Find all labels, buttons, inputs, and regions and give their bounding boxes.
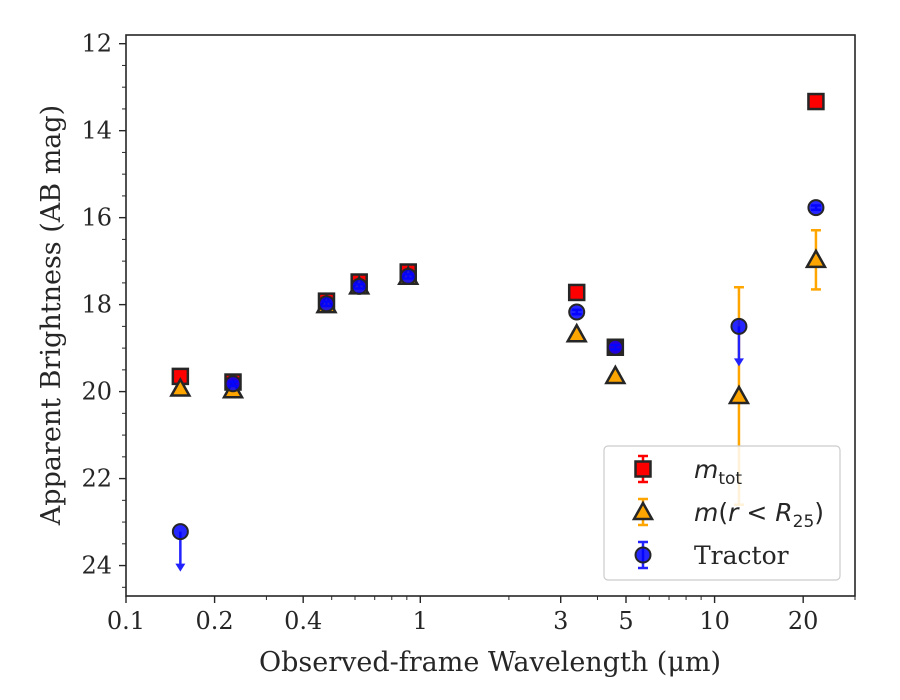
x-axis-label: Observed-frame Wavelength (μm) — [259, 647, 721, 678]
y-tick-label: 16 — [81, 204, 112, 232]
x-tick-label: 10 — [699, 607, 730, 635]
y-tick-label: 22 — [81, 465, 112, 493]
data-point — [606, 338, 624, 356]
data-point — [171, 523, 189, 541]
data-point — [804, 248, 828, 269]
x-tick-label: 3 — [553, 607, 568, 635]
legend-marker — [634, 546, 652, 564]
plot-area — [169, 92, 828, 572]
legend-text-sub: 25 — [793, 512, 815, 532]
data-point — [169, 377, 192, 397]
legend-text-op: < — [738, 498, 775, 527]
legend-label: Tractor — [694, 541, 789, 570]
data-point — [604, 364, 627, 385]
y-tick-label: 14 — [81, 117, 112, 145]
plot-frame — [125, 34, 856, 597]
upper-limit-arrowhead — [175, 563, 186, 572]
legend-label: mtot — [694, 455, 742, 489]
y-tick-label: 24 — [81, 552, 112, 580]
data-point — [399, 267, 417, 285]
data-point — [568, 303, 586, 321]
legend-text-italic: m — [694, 498, 718, 527]
legend-text-paren: ( — [718, 498, 728, 527]
legend-text-italic: R — [775, 498, 792, 527]
y-tick-label: 20 — [81, 378, 112, 406]
x-tick-label: 0.4 — [284, 607, 322, 635]
data-point — [565, 322, 588, 343]
data-point — [727, 384, 751, 405]
legend-marker — [631, 500, 655, 521]
legend-box — [603, 445, 841, 581]
legend-text-italic: m — [694, 455, 718, 484]
data-point — [317, 295, 335, 313]
legend-text: Tractor — [694, 541, 789, 570]
x-tick-label: 0.2 — [196, 607, 234, 635]
data-point — [807, 92, 825, 111]
legend-label: m(r < R25) — [694, 498, 824, 532]
upper-limit-arrowhead — [733, 358, 744, 367]
y-tick-label: 18 — [81, 291, 112, 319]
x-tick-label: 1 — [413, 607, 428, 635]
legend-text-paren: ) — [814, 498, 824, 527]
data-point — [224, 375, 242, 393]
data-point — [730, 317, 748, 335]
legend-text-italic: r — [728, 498, 740, 527]
axes: 0.1 0.2 0.4 1 3 5 10 20 12 14 16 18 20 22 24 — [81, 30, 856, 635]
data-point — [567, 283, 586, 302]
legend-marker — [634, 460, 652, 478]
x-tick-label: 5 — [618, 607, 633, 635]
series-square — [171, 92, 825, 391]
data-point — [807, 199, 825, 217]
x-tick-label: 20 — [788, 607, 819, 635]
legend-text-sub: tot — [718, 469, 742, 489]
y-tick-label: 12 — [81, 30, 112, 58]
y-axis-label: Apparent Brightness (AB mag) — [36, 105, 67, 526]
series-circle — [171, 199, 825, 572]
x-tick-label: 0.1 — [107, 607, 145, 635]
data-point — [350, 277, 368, 295]
